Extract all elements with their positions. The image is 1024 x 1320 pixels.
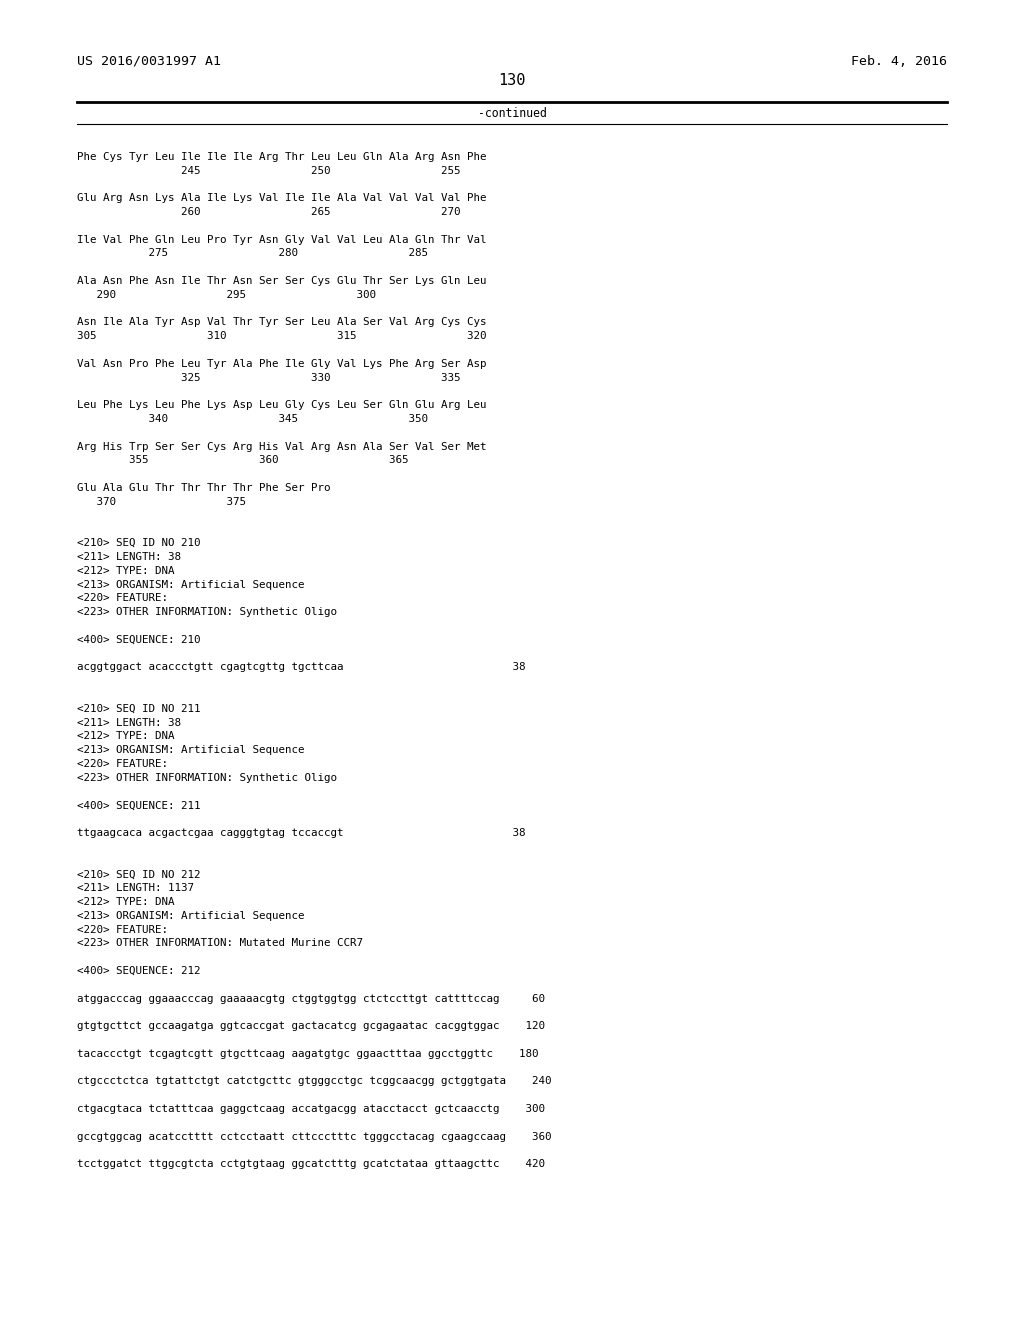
- Text: ctgccctctca tgtattctgt catctgcttc gtgggcctgc tcggcaacgg gctggtgata    240: ctgccctctca tgtattctgt catctgcttc gtgggc…: [77, 1076, 551, 1086]
- Text: <220> FEATURE:: <220> FEATURE:: [77, 759, 168, 770]
- Text: <223> OTHER INFORMATION: Synthetic Oligo: <223> OTHER INFORMATION: Synthetic Oligo: [77, 607, 337, 618]
- Text: <212> TYPE: DNA: <212> TYPE: DNA: [77, 898, 174, 907]
- Text: 355                 360                 365: 355 360 365: [77, 455, 409, 466]
- Text: 260                 265                 270: 260 265 270: [77, 207, 461, 216]
- Text: <400> SEQUENCE: 211: <400> SEQUENCE: 211: [77, 800, 201, 810]
- Text: <213> ORGANISM: Artificial Sequence: <213> ORGANISM: Artificial Sequence: [77, 579, 304, 590]
- Text: acggtggact acaccctgtt cgagtcgttg tgcttcaa                          38: acggtggact acaccctgtt cgagtcgttg tgcttca…: [77, 663, 525, 672]
- Text: <220> FEATURE:: <220> FEATURE:: [77, 594, 168, 603]
- Text: 340                 345                 350: 340 345 350: [77, 414, 428, 424]
- Text: 370                 375: 370 375: [77, 496, 246, 507]
- Text: Feb. 4, 2016: Feb. 4, 2016: [851, 55, 947, 69]
- Text: <212> TYPE: DNA: <212> TYPE: DNA: [77, 566, 174, 576]
- Text: tcctggatct ttggcgtcta cctgtgtaag ggcatctttg gcatctataa gttaagcttc    420: tcctggatct ttggcgtcta cctgtgtaag ggcatct…: [77, 1159, 545, 1170]
- Text: <213> ORGANISM: Artificial Sequence: <213> ORGANISM: Artificial Sequence: [77, 911, 304, 921]
- Text: -continued: -continued: [477, 107, 547, 120]
- Text: <223> OTHER INFORMATION: Mutated Murine CCR7: <223> OTHER INFORMATION: Mutated Murine …: [77, 939, 362, 948]
- Text: <211> LENGTH: 38: <211> LENGTH: 38: [77, 552, 181, 562]
- Text: 245                 250                 255: 245 250 255: [77, 165, 461, 176]
- Text: Val Asn Pro Phe Leu Tyr Ala Phe Ile Gly Val Lys Phe Arg Ser Asp: Val Asn Pro Phe Leu Tyr Ala Phe Ile Gly …: [77, 359, 486, 368]
- Text: <211> LENGTH: 38: <211> LENGTH: 38: [77, 718, 181, 727]
- Text: <213> ORGANISM: Artificial Sequence: <213> ORGANISM: Artificial Sequence: [77, 746, 304, 755]
- Text: <223> OTHER INFORMATION: Synthetic Oligo: <223> OTHER INFORMATION: Synthetic Oligo: [77, 772, 337, 783]
- Text: Arg His Trp Ser Ser Cys Arg His Val Arg Asn Ala Ser Val Ser Met: Arg His Trp Ser Ser Cys Arg His Val Arg …: [77, 442, 486, 451]
- Text: Phe Cys Tyr Leu Ile Ile Ile Arg Thr Leu Leu Gln Ala Arg Asn Phe: Phe Cys Tyr Leu Ile Ile Ile Arg Thr Leu …: [77, 152, 486, 162]
- Text: Ile Val Phe Gln Leu Pro Tyr Asn Gly Val Val Leu Ala Gln Thr Val: Ile Val Phe Gln Leu Pro Tyr Asn Gly Val …: [77, 235, 486, 244]
- Text: <400> SEQUENCE: 210: <400> SEQUENCE: 210: [77, 635, 201, 644]
- Text: atggacccag ggaaacccag gaaaaacgtg ctggtggtgg ctctccttgt cattttccag     60: atggacccag ggaaacccag gaaaaacgtg ctggtgg…: [77, 994, 545, 1003]
- Text: <210> SEQ ID NO 210: <210> SEQ ID NO 210: [77, 539, 201, 548]
- Text: <400> SEQUENCE: 212: <400> SEQUENCE: 212: [77, 966, 201, 975]
- Text: gccgtggcag acatcctttt cctcctaatt cttccctttc tgggcctacag cgaagccaag    360: gccgtggcag acatcctttt cctcctaatt cttccct…: [77, 1131, 551, 1142]
- Text: 305                 310                 315                 320: 305 310 315 320: [77, 331, 486, 341]
- Text: 290                 295                 300: 290 295 300: [77, 290, 376, 300]
- Text: tacaccctgt tcgagtcgtt gtgcttcaag aagatgtgc ggaactttaa ggcctggttc    180: tacaccctgt tcgagtcgtt gtgcttcaag aagatgt…: [77, 1049, 539, 1059]
- Text: <212> TYPE: DNA: <212> TYPE: DNA: [77, 731, 174, 742]
- Text: <220> FEATURE:: <220> FEATURE:: [77, 924, 168, 935]
- Text: Asn Ile Ala Tyr Asp Val Thr Tyr Ser Leu Ala Ser Val Arg Cys Cys: Asn Ile Ala Tyr Asp Val Thr Tyr Ser Leu …: [77, 317, 486, 327]
- Text: Leu Phe Lys Leu Phe Lys Asp Leu Gly Cys Leu Ser Gln Glu Arg Leu: Leu Phe Lys Leu Phe Lys Asp Leu Gly Cys …: [77, 400, 486, 411]
- Text: Glu Ala Glu Thr Thr Thr Thr Phe Ser Pro: Glu Ala Glu Thr Thr Thr Thr Phe Ser Pro: [77, 483, 331, 492]
- Text: 130: 130: [499, 73, 525, 88]
- Text: ttgaagcaca acgactcgaa cagggtgtag tccaccgt                          38: ttgaagcaca acgactcgaa cagggtgtag tccaccg…: [77, 828, 525, 838]
- Text: 325                 330                 335: 325 330 335: [77, 372, 461, 383]
- Text: <210> SEQ ID NO 211: <210> SEQ ID NO 211: [77, 704, 201, 714]
- Text: <210> SEQ ID NO 212: <210> SEQ ID NO 212: [77, 870, 201, 879]
- Text: Glu Arg Asn Lys Ala Ile Lys Val Ile Ile Ala Val Val Val Val Phe: Glu Arg Asn Lys Ala Ile Lys Val Ile Ile …: [77, 193, 486, 203]
- Text: ctgacgtaca tctatttcaa gaggctcaag accatgacgg atacctacct gctcaacctg    300: ctgacgtaca tctatttcaa gaggctcaag accatga…: [77, 1104, 545, 1114]
- Text: <211> LENGTH: 1137: <211> LENGTH: 1137: [77, 883, 194, 894]
- Text: Ala Asn Phe Asn Ile Thr Asn Ser Ser Cys Glu Thr Ser Lys Gln Leu: Ala Asn Phe Asn Ile Thr Asn Ser Ser Cys …: [77, 276, 486, 286]
- Text: gtgtgcttct gccaagatga ggtcaccgat gactacatcg gcgagaatac cacggtggac    120: gtgtgcttct gccaagatga ggtcaccgat gactaca…: [77, 1022, 545, 1031]
- Text: US 2016/0031997 A1: US 2016/0031997 A1: [77, 55, 221, 69]
- Text: 275                 280                 285: 275 280 285: [77, 248, 428, 259]
